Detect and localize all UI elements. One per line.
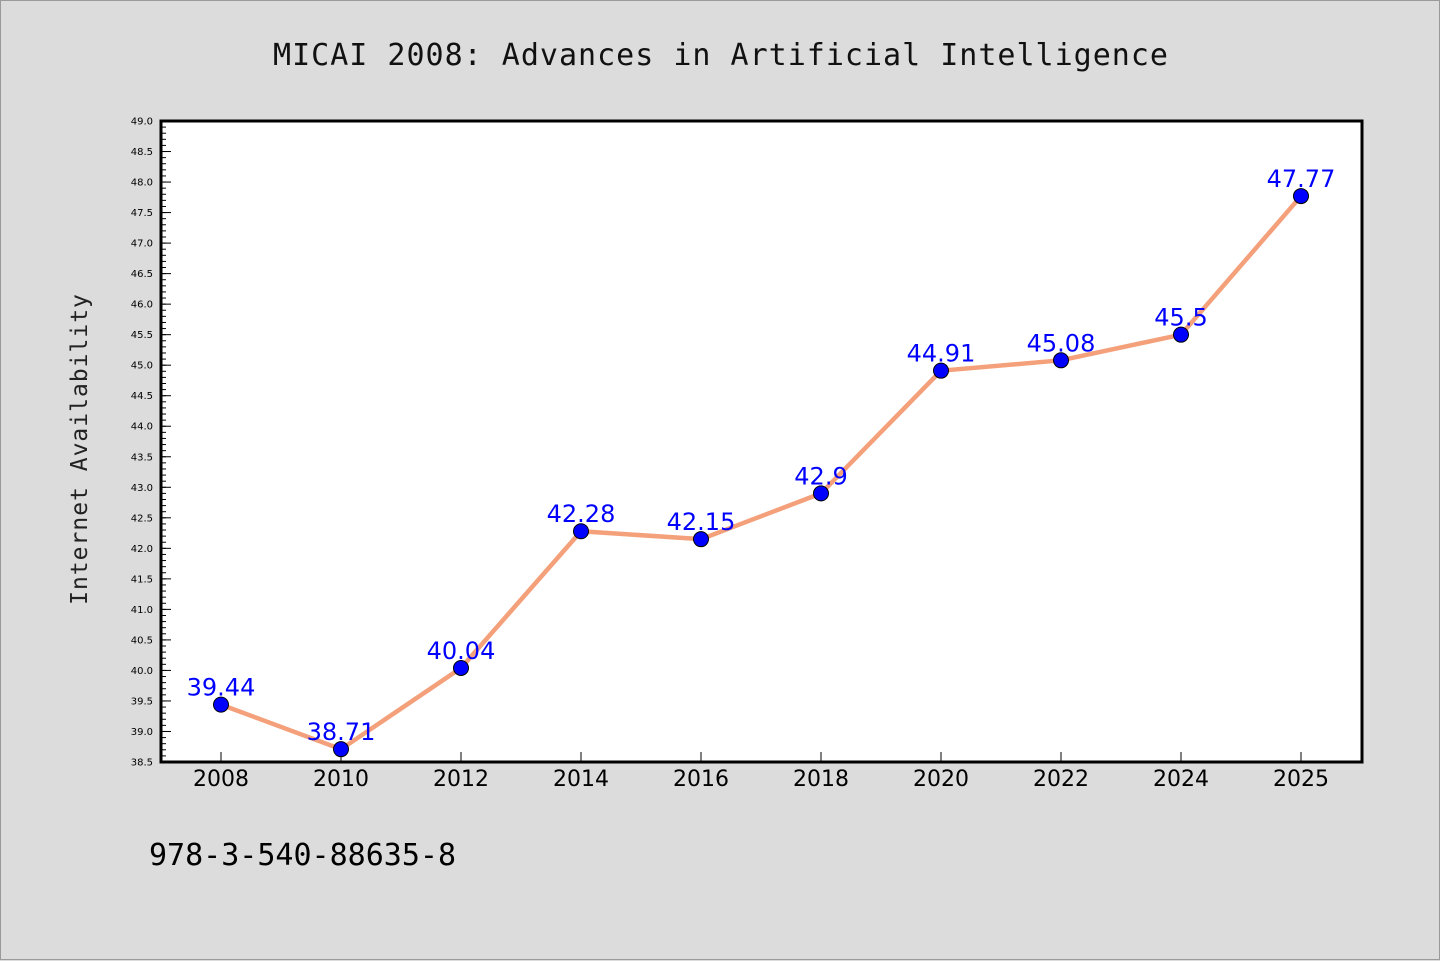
x-tick-label: 2008 — [193, 767, 249, 792]
y-tick-label: 39.5 — [131, 696, 153, 707]
y-tick-label: 48.0 — [131, 178, 153, 189]
y-tick-label: 44.5 — [131, 391, 153, 402]
data-label: 45.5 — [1154, 304, 1207, 332]
x-tick-label: 2012 — [433, 767, 489, 792]
x-tick-label: 2016 — [673, 767, 729, 792]
y-tick-label: 43.0 — [131, 483, 153, 494]
y-tick-label: 38.5 — [131, 758, 153, 769]
data-point — [933, 362, 949, 379]
y-tick-label: 42.0 — [131, 544, 153, 555]
y-tick-label: 45.5 — [131, 330, 153, 341]
y-tick-label: 40.0 — [131, 666, 153, 677]
y-tick-label: 48.5 — [131, 147, 153, 158]
data-label: 45.08 — [1027, 329, 1096, 357]
data-label: 42.9 — [794, 462, 847, 490]
data-point — [1173, 326, 1189, 343]
data-labels: 39.44 38.71 40.04 42.28 42.15 42.9 44.91 45.08 4… — [187, 165, 1336, 746]
data-point — [813, 485, 829, 502]
data-label: 47.77 — [1267, 165, 1336, 193]
x-tick-label: 2024 — [1153, 767, 1209, 792]
data-point — [1293, 188, 1309, 205]
x-tick-label: 2025 — [1273, 767, 1329, 792]
y-tick-label: 49.0 — [131, 117, 153, 128]
data-point — [573, 523, 589, 540]
y-tick-label: 47.5 — [131, 208, 153, 219]
y-tick-label: 43.5 — [131, 452, 153, 463]
x-axis-ticks: 2008 2010 2012 2014 2016 2018 2020 2022 2024 2025 — [193, 752, 1329, 792]
x-tick-label: 2014 — [553, 767, 609, 792]
data-point — [213, 696, 229, 713]
data-label: 40.04 — [427, 637, 496, 665]
data-markers — [213, 188, 1309, 758]
x-tick-label: 2022 — [1033, 767, 1089, 792]
plot-frame — [159, 119, 1364, 764]
y-tick-label: 41.5 — [131, 574, 153, 585]
y-tick-label: 45.0 — [131, 361, 153, 372]
y-tick-label: 46.5 — [131, 269, 153, 280]
y-axis-label: Internet Availability — [67, 293, 93, 605]
y-tick-label: 42.5 — [131, 513, 153, 524]
x-tick-label: 2010 — [313, 767, 369, 792]
plot-area — [161, 121, 1362, 762]
data-label: 38.71 — [307, 718, 376, 746]
y-tick-label: 39.0 — [131, 727, 153, 738]
data-label: 42.15 — [667, 508, 736, 536]
data-label: 39.44 — [187, 674, 256, 702]
chart-title: MICAI 2008: Advances in Artificial Intel… — [273, 38, 1169, 73]
data-point — [1053, 352, 1069, 369]
x-tick-label: 2018 — [793, 767, 849, 792]
y-tick-label: 44.0 — [131, 422, 153, 433]
data-point — [453, 659, 469, 676]
data-label: 42.28 — [547, 500, 616, 528]
y-tick-label: 47.0 — [131, 239, 153, 250]
series-line — [218, 193, 1304, 752]
y-axis-ticks: 38.5 39.0 39.5 40.0 40.5 41.0 41.5 42.0 42.5 43.0… — [131, 117, 171, 769]
x-tick-label: 2020 — [913, 767, 969, 792]
y-tick-label: 46.0 — [131, 300, 153, 311]
isbn-text: 978-3-540-88635-8 — [149, 838, 456, 873]
y-tick-label: 40.5 — [131, 635, 153, 646]
data-label: 44.91 — [907, 340, 976, 368]
data-point — [693, 531, 709, 548]
y-tick-label: 41.0 — [131, 605, 153, 616]
data-point — [333, 741, 349, 758]
